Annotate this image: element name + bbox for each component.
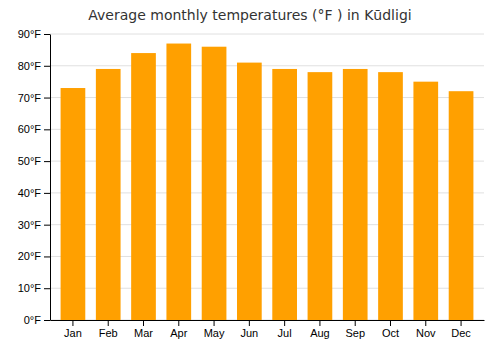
- x-tick-label: Nov: [416, 327, 436, 339]
- x-tick: Oct: [382, 320, 399, 339]
- grid: [50, 34, 484, 320]
- x-tick-mark: [461, 320, 462, 326]
- x-tick-mark: [425, 320, 426, 326]
- bar: [61, 88, 86, 320]
- y-tick-label: 60°F: [18, 123, 42, 135]
- x-tick: Nov: [416, 320, 436, 339]
- y-axis-line: [50, 35, 51, 321]
- x-tick-label: Aug: [310, 327, 330, 339]
- plot-area: Jan Feb Mar Apr May Jun Jul Aug Sep Oct Nov Dec 0°F 1…: [18, 28, 485, 339]
- y-tick-mark: [44, 193, 50, 194]
- y-tick: 90°F: [18, 28, 50, 40]
- bar: [449, 91, 474, 320]
- x-tick: Jun: [240, 320, 258, 339]
- x-tick: Apr: [170, 320, 187, 339]
- x-tick-mark: [355, 320, 356, 326]
- bars: [61, 44, 474, 320]
- y-tick-mark: [44, 129, 50, 130]
- bar: [343, 69, 368, 320]
- y-tick-mark: [44, 288, 50, 289]
- y-tick: 50°F: [18, 155, 50, 167]
- y-tick-label: 10°F: [18, 282, 42, 294]
- y-tick: 60°F: [18, 123, 50, 135]
- grid-line: [50, 34, 484, 35]
- x-tick-mark: [108, 320, 109, 326]
- y-axis: 0°F 10°F 20°F 30°F 40°F 50°F 60°F 70°F 80°F 90°F: [18, 28, 51, 326]
- x-tick: Aug: [310, 320, 330, 339]
- y-tick: 10°F: [18, 282, 50, 294]
- y-tick-label: 80°F: [18, 60, 42, 72]
- x-tick-mark: [284, 320, 285, 326]
- y-tick-mark: [44, 320, 50, 321]
- x-tick-label: Sep: [345, 327, 365, 339]
- title: Average monthly temperatures (°F ) in Kū…: [88, 7, 411, 23]
- y-tick-label: 50°F: [18, 155, 42, 167]
- y-tick-label: 0°F: [24, 314, 42, 326]
- x-tick-mark: [72, 320, 73, 326]
- y-tick-label: 30°F: [18, 219, 42, 231]
- x-tick: Sep: [345, 320, 365, 339]
- y-tick-mark: [44, 161, 50, 162]
- y-tick-mark: [44, 256, 50, 257]
- x-tick-label: Dec: [451, 327, 471, 339]
- bar: [308, 72, 333, 320]
- x-tick: Dec: [451, 320, 471, 339]
- x-tick-label: Mar: [134, 327, 153, 339]
- x-axis-line: [51, 320, 485, 321]
- y-tick: 80°F: [18, 60, 50, 72]
- x-tick-mark: [390, 320, 391, 326]
- x-axis: Jan Feb Mar Apr May Jun Jul Aug Sep Oct Nov Dec: [51, 320, 485, 339]
- y-tick: 20°F: [18, 250, 50, 262]
- y-tick-label: 90°F: [18, 28, 42, 40]
- y-tick: 30°F: [18, 219, 50, 231]
- x-tick-mark: [249, 320, 250, 326]
- y-tick-mark: [44, 34, 50, 35]
- x-tick-label: Oct: [382, 327, 399, 339]
- x-tick: May: [204, 320, 225, 339]
- x-tick-label: Jul: [278, 327, 292, 339]
- y-tick-label: 20°F: [18, 250, 42, 262]
- bar: [131, 53, 156, 320]
- x-tick: Mar: [134, 320, 153, 339]
- bar: [413, 82, 438, 320]
- x-tick: Feb: [99, 320, 118, 339]
- x-tick-mark: [143, 320, 144, 326]
- y-tick-label: 40°F: [18, 187, 42, 199]
- y-tick: 40°F: [18, 187, 50, 199]
- x-tick-mark: [178, 320, 179, 326]
- x-tick-label: May: [204, 327, 225, 339]
- grid-line: [50, 65, 484, 66]
- bar: [166, 44, 191, 320]
- chart-container: Jan Feb Mar Apr May Jun Jul Aug Sep Oct Nov Dec 0°F 1…: [0, 0, 500, 350]
- x-tick-label: Jan: [64, 327, 82, 339]
- x-tick: Jan: [64, 320, 82, 339]
- chart-svg: Jan Feb Mar Apr May Jun Jul Aug Sep Oct Nov Dec 0°F 1…: [0, 0, 500, 350]
- y-tick-mark: [44, 225, 50, 226]
- y-tick-mark: [44, 98, 50, 99]
- x-tick-mark: [319, 320, 320, 326]
- bar: [237, 63, 262, 320]
- y-tick-mark: [44, 66, 50, 67]
- x-tick: Jul: [278, 320, 292, 339]
- x-tick-label: Feb: [99, 327, 118, 339]
- y-tick-label: 70°F: [18, 92, 42, 104]
- y-tick: 70°F: [18, 92, 50, 104]
- x-tick-mark: [214, 320, 215, 326]
- x-tick-label: Apr: [170, 327, 187, 339]
- bar: [378, 72, 403, 320]
- y-tick: 0°F: [24, 314, 50, 326]
- bar: [96, 69, 121, 320]
- x-tick-label: Jun: [240, 327, 258, 339]
- bar: [272, 69, 297, 320]
- bar: [202, 47, 227, 320]
